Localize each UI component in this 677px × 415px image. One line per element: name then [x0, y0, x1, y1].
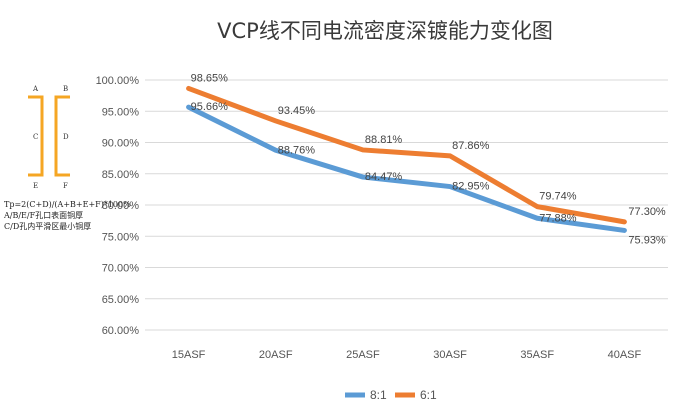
y-tick-label: 80.00% [102, 200, 140, 212]
series-line-1 [186, 104, 627, 233]
label-a: A [32, 85, 39, 93]
data-labels: 95.66% 88.76% 84.47% 82.95% 77.88% 75.93% 98.6… [191, 72, 666, 246]
y-tick-label: 100.00% [96, 75, 140, 87]
y-tick-label: 75.00% [102, 231, 140, 243]
label-b: B [63, 85, 68, 93]
y-tick-label: 60.00% [102, 325, 140, 337]
x-tick-label: 40ASF [608, 349, 642, 361]
x-tick-label: 20ASF [259, 349, 293, 361]
y-tick-label: 95.00% [102, 106, 140, 118]
left-bracket-shape [28, 95, 44, 177]
data-label: 88.81% [365, 134, 403, 146]
y-tick-label: 90.00% [102, 138, 140, 150]
label-d: D [63, 133, 69, 141]
gridlines [145, 79, 668, 331]
label-e: E [33, 182, 38, 190]
formula-note: Tp=2(C+D)/(A+B+E+F)*100% [4, 200, 131, 209]
y-tick-label: 65.00% [102, 294, 140, 306]
series-line-2 [186, 85, 627, 225]
x-axis-tick-labels: 15ASF 20ASF 25ASF 30ASF 35ASF 40ASF [172, 349, 642, 361]
chart-title: VCP线不同电流密度深镀能力变化图 [217, 19, 553, 43]
data-label: 84.47% [365, 171, 403, 183]
hole-note: C/D孔内平滑区最小铜厚 [4, 221, 91, 231]
data-label: 93.45% [278, 105, 316, 117]
data-label: 95.66% [191, 101, 229, 113]
data-label: 87.86% [452, 140, 490, 152]
y-tick-label: 70.00% [102, 263, 140, 275]
data-series [186, 85, 627, 233]
data-label: 75.93% [628, 234, 666, 246]
y-axis-tick-labels: 100.00% 95.00% 90.00% 85.00% 80.00% 75.00% 70.… [96, 75, 140, 337]
y-tick-label: 85.00% [102, 169, 140, 181]
label-f: F [63, 182, 68, 190]
x-tick-label: 25ASF [346, 349, 380, 361]
right-bracket-shape [54, 95, 70, 177]
data-label: 98.65% [191, 72, 229, 84]
x-tick-label: 35ASF [520, 349, 554, 361]
hole-cross-section-diagram: A B C D E F Tp=2(C+D)/(A+B+E+F)*100% A/B… [3, 85, 131, 231]
data-label: 88.76% [278, 144, 316, 156]
data-label: 82.95% [452, 181, 490, 193]
label-c: C [33, 133, 38, 141]
surface-note: A/B/E/F孔口表面铜厚 [3, 210, 83, 220]
legend-entry: 6:1 [420, 388, 437, 402]
data-label: 77.88% [539, 212, 577, 224]
data-label: 77.30% [628, 206, 666, 218]
x-tick-label: 15ASF [172, 349, 206, 361]
x-tick-label: 30ASF [433, 349, 467, 361]
data-label: 79.74% [539, 191, 577, 203]
legend-entry: 8:1 [370, 388, 387, 402]
legend: 8:1 6:1 [345, 388, 437, 402]
